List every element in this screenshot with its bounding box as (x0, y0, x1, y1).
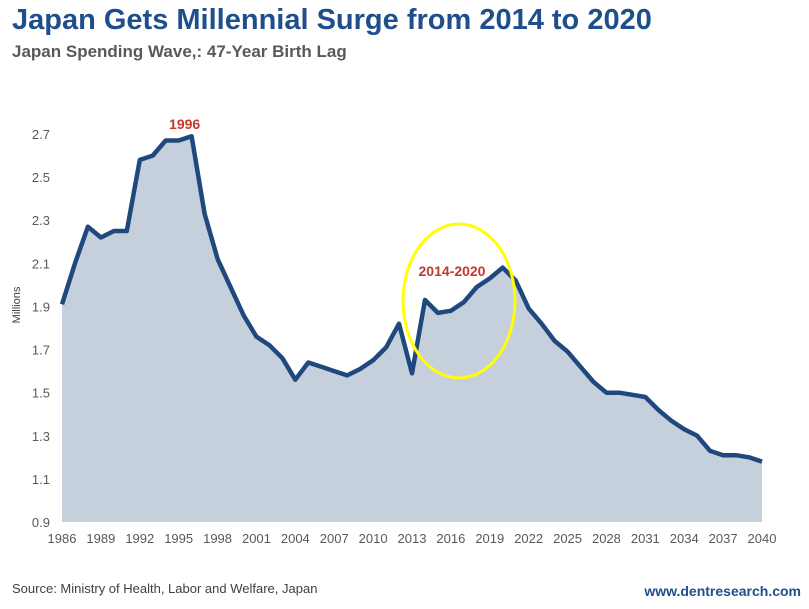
x-tick-label: 1995 (164, 531, 193, 546)
x-tick-label: 1989 (86, 531, 115, 546)
x-tick-label: 1998 (203, 531, 232, 546)
y-tick-label: 2.5 (32, 170, 50, 185)
website-link[interactable]: www.dentresearch.com (644, 583, 801, 599)
x-tick-label: 1986 (48, 531, 77, 546)
y-tick-label: 2.3 (32, 213, 50, 228)
annotation-1996: 1996 (169, 116, 200, 132)
x-tick-label: 2031 (631, 531, 660, 546)
chart-subtitle: Japan Spending Wave,: 47-Year Birth Lag (12, 42, 347, 61)
x-tick-label: 2007 (320, 531, 349, 546)
y-tick-label: 1.1 (32, 472, 50, 487)
x-tick-label: 2040 (748, 531, 777, 546)
x-tick-label: 1992 (125, 531, 154, 546)
y-tick-label: 1.9 (32, 299, 50, 314)
y-tick-label: 0.9 (32, 515, 50, 530)
x-tick-label: 2016 (436, 531, 465, 546)
area-fill (62, 136, 762, 522)
highlight-ellipse (401, 222, 517, 380)
x-tick-label: 2004 (281, 531, 310, 546)
x-tick-label: 2022 (514, 531, 543, 546)
chart-title: Japan Gets Millennial Surge from 2014 to… (12, 4, 652, 36)
annotation-2014-2020: 2014-2020 (419, 263, 486, 279)
y-tick-label: 2.7 (32, 127, 50, 142)
y-tick-label: 1.3 (32, 429, 50, 444)
x-tick-label: 2028 (592, 531, 621, 546)
x-tick-label: 2013 (398, 531, 427, 546)
x-tick-label: 2001 (242, 531, 271, 546)
series-line (59, 133, 763, 464)
y-tick-label: 1.5 (32, 386, 50, 401)
x-tick-label: 2025 (553, 531, 582, 546)
y-tick-label: 1.7 (32, 343, 50, 358)
y-tick-label: 2.1 (32, 256, 50, 271)
x-tick-label: 2019 (475, 531, 504, 546)
x-tick-label: 2010 (359, 531, 388, 546)
x-tick-label: 2037 (709, 531, 738, 546)
y-axis-label: Millions (11, 286, 23, 323)
source-note: Source: Ministry of Health, Labor and We… (12, 581, 318, 596)
x-tick-label: 2034 (670, 531, 699, 546)
